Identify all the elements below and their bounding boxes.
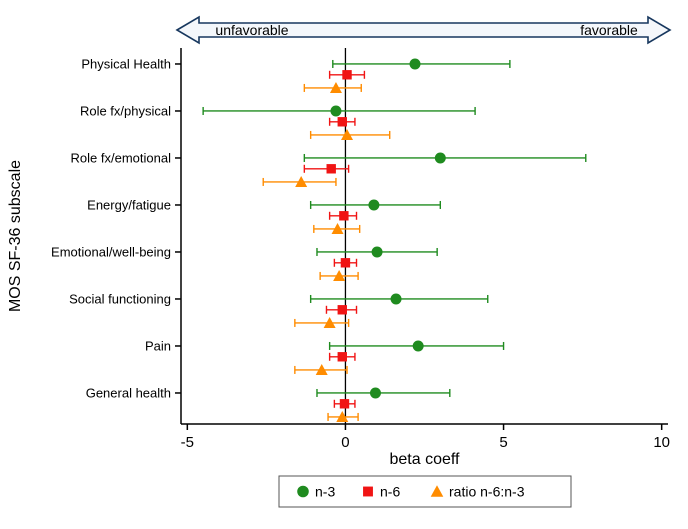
data-point xyxy=(202,105,476,117)
marker-circle-icon xyxy=(330,105,342,117)
data-point xyxy=(328,352,356,362)
marker-circle-icon xyxy=(412,340,424,352)
legend-entry-n-6 xyxy=(363,486,373,497)
legend-label: n-3 xyxy=(315,484,335,500)
data-point xyxy=(332,58,511,70)
marker-triangle-icon xyxy=(315,363,328,375)
marker-circle-icon xyxy=(297,485,309,498)
marker-square-icon xyxy=(337,305,347,315)
x-tick-label: 10 xyxy=(653,434,670,451)
x-tick-label: 5 xyxy=(499,434,507,451)
marker-square-icon xyxy=(339,399,350,409)
data-point xyxy=(303,81,362,93)
category-label: Role fx/emotional xyxy=(71,150,172,165)
marker-triangle-icon xyxy=(331,222,344,234)
marker-triangle-icon xyxy=(323,316,336,328)
marker-triangle-icon xyxy=(333,269,346,281)
marker-triangle-icon xyxy=(295,175,308,187)
data-point xyxy=(328,211,358,221)
marker-circle-icon xyxy=(409,58,421,70)
category-label: Energy/fatigue xyxy=(87,197,171,212)
arrow-label-favorable: favorable xyxy=(580,22,638,38)
data-point xyxy=(262,175,337,187)
legend-entry-ratio-n-6-n-3 xyxy=(430,485,444,497)
marker-circle-icon xyxy=(368,199,380,211)
x-tick-label: 0 xyxy=(341,434,349,451)
legend-entry-n-3 xyxy=(297,485,309,498)
data-point xyxy=(309,199,442,211)
data-point xyxy=(325,305,358,315)
legend-box xyxy=(278,475,572,508)
legend xyxy=(278,475,572,508)
marker-triangle-icon xyxy=(329,81,342,93)
arrow-label-unfavorable: unfavorable xyxy=(215,22,288,38)
marker-triangle-icon xyxy=(430,485,444,497)
marker-circle-icon xyxy=(390,293,402,305)
marker-triangle-icon xyxy=(336,410,349,422)
data-point xyxy=(303,164,350,174)
legend-label: n-6 xyxy=(380,484,400,500)
data-point xyxy=(313,222,361,234)
series-n-6 xyxy=(303,70,366,409)
category-label: Pain xyxy=(145,338,171,353)
series-ratio-n-6-n-3 xyxy=(262,81,391,422)
data-point xyxy=(309,128,391,140)
marker-circle-icon xyxy=(371,246,383,258)
marker-square-icon xyxy=(363,486,373,497)
data-point xyxy=(333,258,358,268)
category-label: Emotional/well-being xyxy=(51,244,171,259)
data-point xyxy=(319,269,359,281)
data-point xyxy=(328,340,505,352)
data-point xyxy=(327,410,359,422)
data-point xyxy=(309,293,489,305)
marker-square-icon xyxy=(326,164,336,174)
x-axis-title: beta coeff xyxy=(390,451,461,468)
data-point xyxy=(294,363,348,375)
category-label: Social functioning xyxy=(69,291,171,306)
data-point xyxy=(294,316,350,328)
data-point xyxy=(316,387,451,399)
marker-square-icon xyxy=(337,352,347,362)
category-label: Role fx/physical xyxy=(80,103,171,118)
marker-square-icon xyxy=(337,117,347,127)
data-point xyxy=(333,399,356,409)
marker-triangle-icon xyxy=(341,128,354,140)
legend-label: ratio n-6:n-3 xyxy=(449,484,525,500)
category-label: Physical Health xyxy=(81,56,171,71)
marker-square-icon xyxy=(339,211,349,221)
data-point xyxy=(328,117,356,127)
data-point xyxy=(303,152,587,164)
data-point xyxy=(316,246,438,258)
series-n-3 xyxy=(202,58,587,399)
marker-circle-icon xyxy=(434,152,446,164)
category-label: General health xyxy=(86,385,171,400)
x-tick-label: -5 xyxy=(181,434,194,451)
direction-arrow-icon xyxy=(175,15,672,45)
marker-square-icon xyxy=(342,70,352,80)
marker-square-icon xyxy=(340,258,351,268)
marker-circle-icon xyxy=(369,387,381,399)
data-point xyxy=(328,70,366,80)
y-axis-title: MOS SF-36 subscale xyxy=(7,160,24,312)
